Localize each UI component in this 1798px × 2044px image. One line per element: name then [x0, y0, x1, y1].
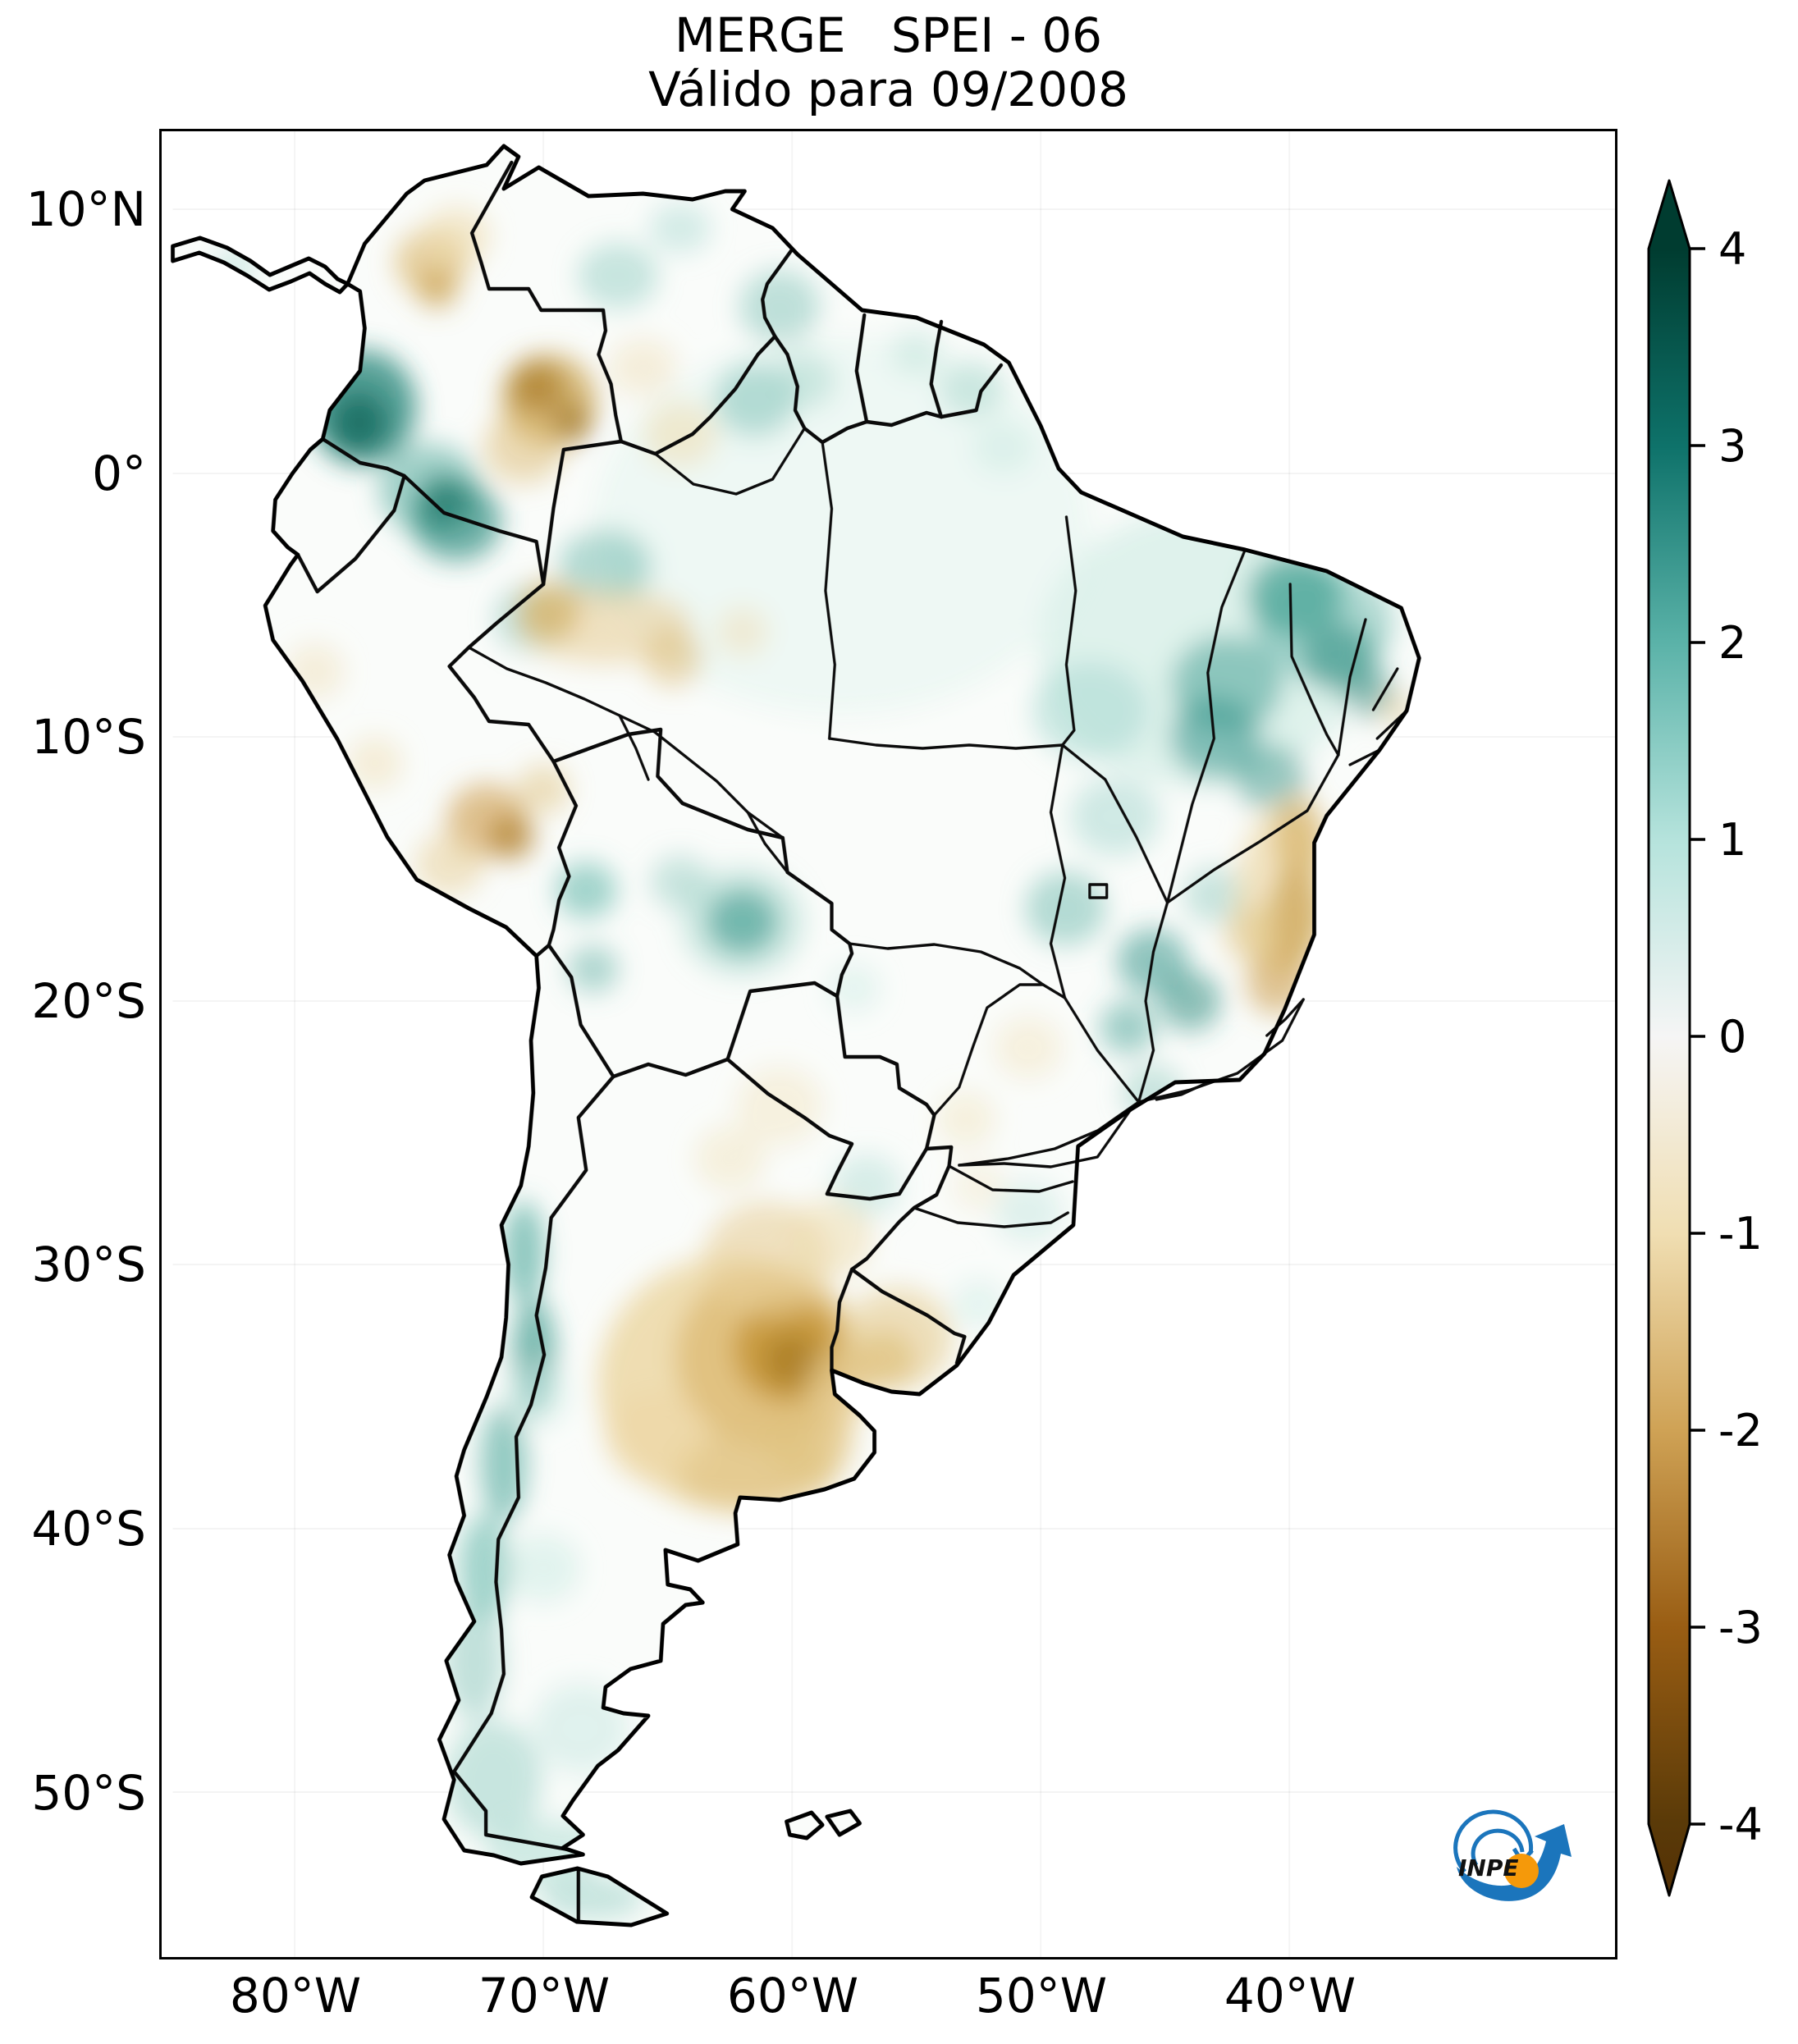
lon-tick-label: 60°W [726, 1968, 859, 2023]
figure-title: MERGE SPEI - 06 Válido para 09/2008 [162, 8, 1615, 117]
colorbar-ticks [1690, 247, 1705, 1826]
inpe-logo-orbit-outer [1453, 1809, 1534, 1873]
colorbar [1647, 179, 1705, 1897]
lon-tick-label: 80°W [229, 1968, 362, 2023]
title-line2: Válido para 09/2008 [648, 62, 1128, 117]
inpe-logo-text: INPE [1458, 1854, 1519, 1882]
lat-tick-label: 10°N [25, 181, 146, 237]
colorbar-tick-label: -4 [1718, 1799, 1763, 1850]
coastline [171, 144, 1421, 1927]
lat-tick-label: 20°S [31, 973, 146, 1029]
inpe-logo-orange-dot [1504, 1854, 1539, 1888]
inpe-logo: INPE [1453, 1809, 1572, 1901]
colorbar-tick-label: 3 [1718, 420, 1747, 472]
lat-tick-label: 10°S [31, 709, 146, 765]
lon-tick-label: 50°W [975, 1968, 1108, 2023]
lon-tick-label: 40°W [1224, 1968, 1357, 2023]
colorbar-tick-label: 2 [1718, 617, 1747, 669]
colorbar-tick-label: -1 [1718, 1208, 1763, 1260]
title-line1: MERGE SPEI - 06 [674, 7, 1103, 63]
map-geometry [171, 131, 1615, 1957]
colorbar-tick-label: 4 [1718, 223, 1747, 275]
south-america-map [171, 131, 1615, 1957]
colorbar-tick-label: 1 [1718, 814, 1747, 866]
lat-tick-label: 30°S [31, 1237, 146, 1292]
inpe-logo-orbit-inner [1471, 1828, 1525, 1867]
country-borders [295, 160, 1004, 1923]
lat-tick-label: 40°S [31, 1501, 146, 1557]
map-plot-area [159, 129, 1617, 1959]
state-borders [467, 427, 1408, 1228]
lat-tick-label: 0° [92, 446, 146, 501]
lat-tick-label: 50°S [31, 1765, 146, 1821]
colorbar-tick-label: 0 [1718, 1011, 1747, 1063]
lon-tick-label: 70°W [478, 1968, 611, 2023]
inpe-logo-swoosh [1457, 1824, 1572, 1901]
spei-anomaly-field [211, 203, 1418, 1919]
colorbar-tick-label: -3 [1718, 1602, 1763, 1653]
colorbar-tick-label: -2 [1718, 1405, 1763, 1456]
colorbar-body [1647, 179, 1691, 1897]
